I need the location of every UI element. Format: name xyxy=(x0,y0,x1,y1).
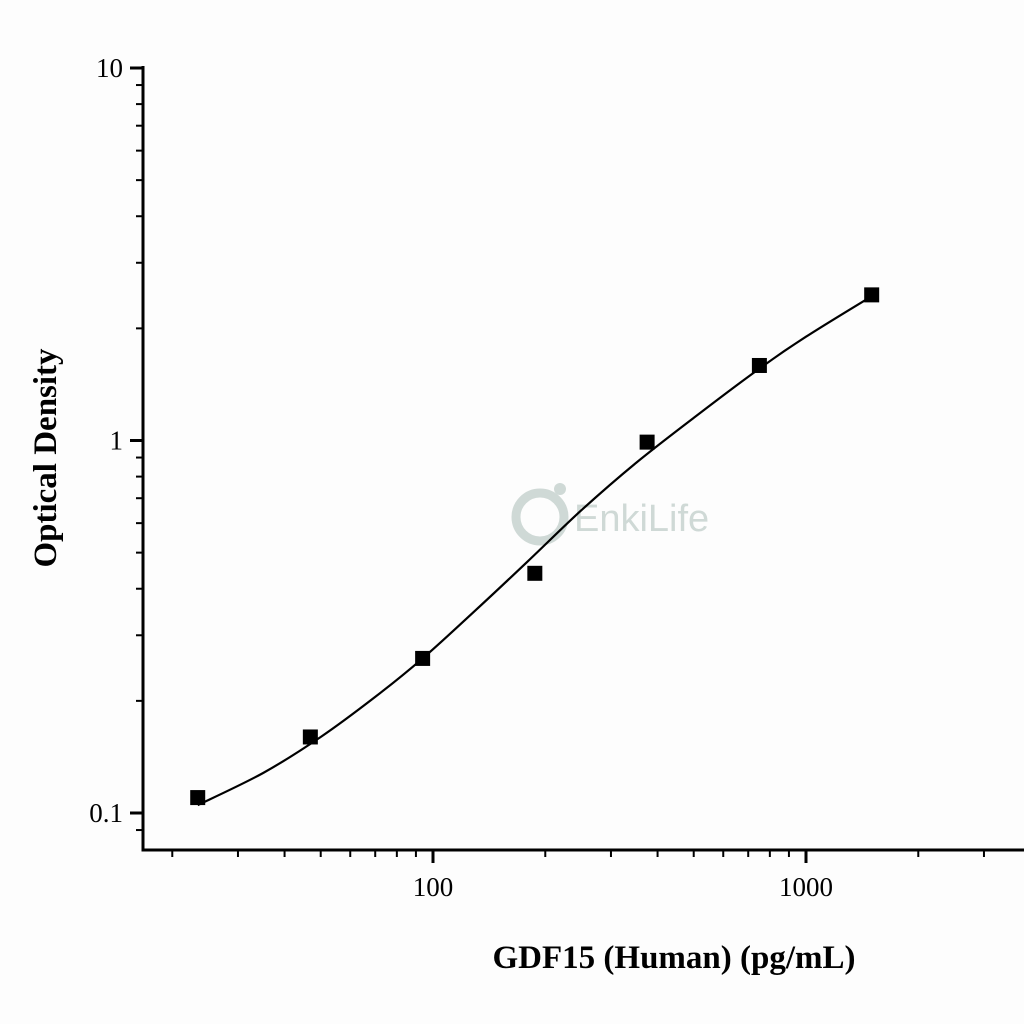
data-point-marker xyxy=(639,434,655,450)
data-point-marker xyxy=(415,650,431,666)
x-tick-label: 1000 xyxy=(779,872,833,902)
enkilife-logo-icon xyxy=(511,483,569,546)
watermark: EnkiLife xyxy=(511,483,709,546)
y-axis-title: Optical Density xyxy=(28,348,64,568)
fit-curve-line xyxy=(197,295,873,807)
watermark-text: EnkiLife xyxy=(574,498,709,540)
x-tick-label: 100 xyxy=(413,872,454,902)
x-axis-title: GDF15 (Human) (pg/mL) xyxy=(493,940,856,976)
y-tick-label: 0.1 xyxy=(89,798,123,828)
data-point-marker xyxy=(527,565,543,581)
data-point-marker xyxy=(302,729,318,745)
y-tick-label: 1 xyxy=(110,426,124,456)
data-point-marker xyxy=(751,357,767,373)
y-tick-label: 10 xyxy=(96,53,123,83)
plot-area: 0.1 1 10 100 1000 xyxy=(89,53,1024,902)
data-point-marker xyxy=(190,790,206,806)
data-point-marker xyxy=(864,287,880,303)
